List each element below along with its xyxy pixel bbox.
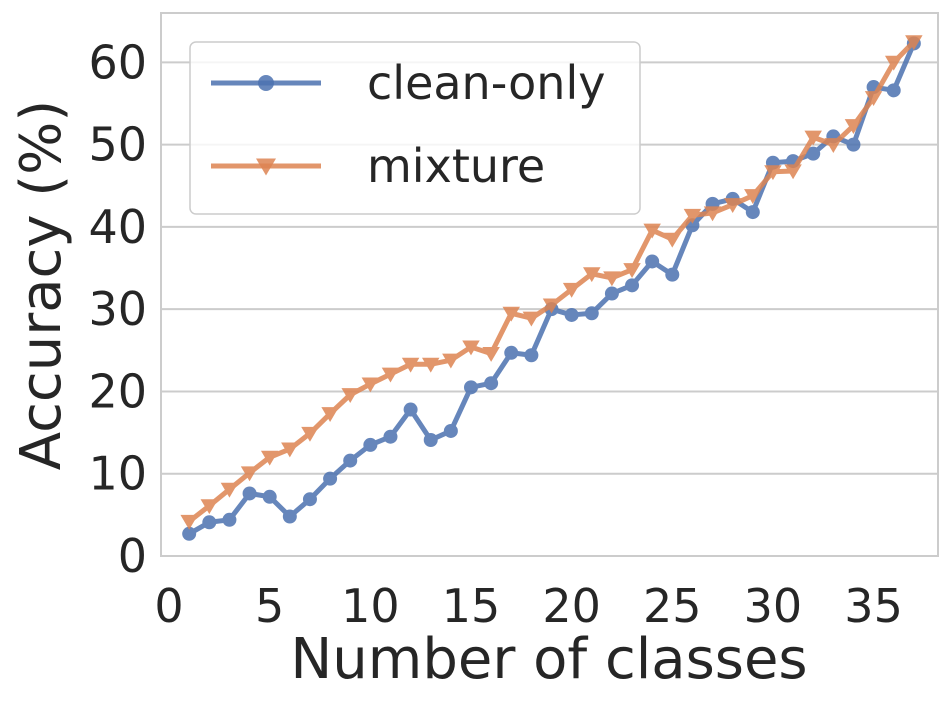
data-point: [462, 340, 480, 356]
data-point: [302, 492, 317, 507]
data-point: [683, 208, 702, 224]
data-point: [423, 432, 438, 447]
data-point: [301, 426, 319, 442]
y-tick-label: 10: [88, 447, 147, 501]
y-axis-label: Accuracy (%): [9, 100, 74, 470]
data-point: [361, 377, 380, 393]
tick-labels: 0 10 20 30 40 50 60 0 5 10 15 20 25 30 35: [88, 35, 902, 633]
data-point: [583, 267, 601, 283]
x-tick-label: 0: [154, 579, 183, 633]
data-point: [421, 357, 440, 373]
x-tick-label: 15: [442, 579, 501, 633]
data-point: [562, 282, 581, 298]
data-point: [442, 353, 460, 369]
data-point: [804, 130, 822, 146]
x-tick-label: 10: [341, 579, 400, 633]
data-point: [625, 278, 640, 293]
data-point: [522, 311, 541, 327]
legend-entry: mixture: [211, 139, 545, 193]
data-point: [824, 138, 843, 153]
data-point: [182, 526, 197, 541]
data-point: [584, 306, 599, 321]
data-point: [542, 298, 561, 314]
data-point: [403, 402, 418, 417]
data-point: [665, 267, 680, 282]
series-clean-only: [182, 36, 921, 541]
data-point: [784, 164, 802, 180]
legend-label: mixture: [367, 139, 545, 193]
data-point: [604, 286, 619, 301]
x-tick-label: 35: [844, 579, 903, 633]
data-point: [744, 189, 762, 204]
legend: clean-only mixture: [189, 41, 641, 215]
data-point: [242, 486, 257, 501]
data-point: [282, 509, 297, 524]
y-tick-label: 0: [118, 529, 147, 583]
series-group: [180, 35, 923, 541]
x-tick-label: 20: [542, 579, 601, 633]
data-point: [220, 482, 239, 498]
series-mixture: [180, 35, 923, 530]
data-point: [884, 55, 903, 71]
data-point: [202, 515, 217, 530]
data-point: [864, 91, 883, 107]
legend-marker: [258, 75, 274, 91]
y-tick-label: 30: [88, 282, 147, 336]
data-point: [341, 388, 359, 404]
y-tick-label: 50: [88, 118, 147, 172]
x-tick-label: 5: [255, 579, 284, 633]
data-point: [222, 512, 237, 527]
data-point: [180, 514, 198, 530]
data-point: [846, 137, 861, 152]
data-point: [443, 423, 458, 438]
data-point: [643, 223, 661, 239]
data-point: [484, 376, 499, 391]
data-point: [401, 357, 420, 373]
data-point: [703, 206, 722, 222]
x-axis-label: Number of classes: [290, 627, 807, 692]
data-point: [663, 232, 682, 248]
data-point: [504, 345, 519, 360]
y-tick-label: 60: [88, 35, 147, 89]
data-point: [723, 198, 742, 214]
data-point: [482, 347, 500, 362]
data-point: [323, 471, 338, 486]
plot-frame: [160, 12, 939, 557]
data-point: [262, 489, 277, 504]
x-tick-label: 30: [744, 579, 803, 633]
data-point: [463, 380, 478, 395]
data-point: [200, 499, 219, 515]
data-point: [564, 307, 579, 322]
data-point: [281, 442, 299, 458]
data-point: [240, 466, 259, 482]
data-point: [502, 306, 521, 322]
data-point: [745, 205, 760, 220]
data-point: [886, 83, 901, 98]
data-point: [806, 146, 821, 161]
data-point: [764, 165, 782, 181]
x-tick-label: 25: [643, 579, 702, 633]
y-tick-label: 40: [88, 200, 147, 254]
data-point: [381, 367, 400, 383]
y-tick-label: 20: [88, 364, 147, 418]
data-point: [524, 348, 539, 363]
legend-entry: clean-only: [211, 56, 605, 110]
data-point: [260, 450, 279, 466]
data-point: [844, 119, 863, 135]
legend-label: clean-only: [367, 56, 605, 110]
data-point: [603, 271, 621, 287]
data-point: [623, 263, 641, 279]
data-point: [321, 407, 339, 422]
data-point: [363, 437, 378, 452]
data-point: [905, 35, 923, 51]
data-point: [383, 429, 398, 444]
legend-marker: [256, 158, 276, 176]
data-point: [343, 453, 358, 468]
data-point: [645, 254, 660, 269]
